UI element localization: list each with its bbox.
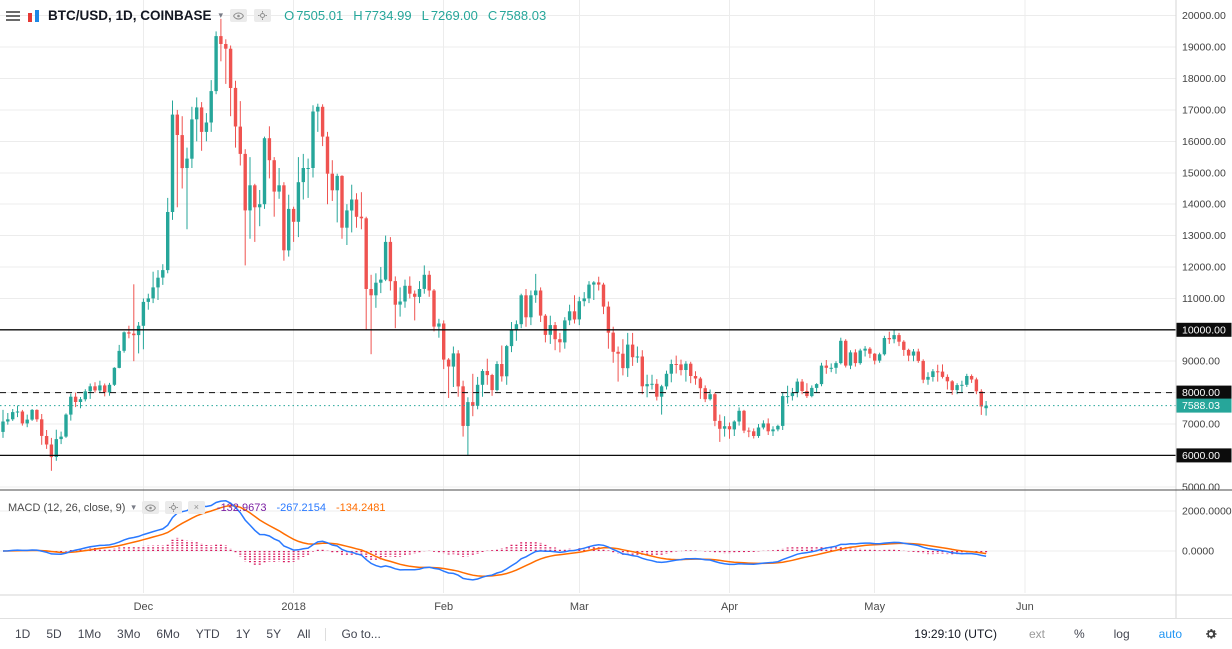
range-3mo-button[interactable]: 3Mo [117,627,141,641]
symbol-legend: BTC/USD, 1D, COINBASE ▾ O 7505.01 H 7734.9… [6,8,546,23]
macd-legend: MACD (12, 26, close, 9) ▾ × -132.9673 -2… [8,501,386,514]
range-5d-button[interactable]: 5D [46,627,62,641]
high-label: H [353,8,363,23]
settings-icon[interactable] [254,9,272,22]
svg-text:7000.00: 7000.00 [1182,419,1220,431]
percent-scale-button[interactable]: % [1073,627,1085,641]
svg-text:Mar: Mar [570,601,589,613]
auto-scale-button[interactable]: auto [1158,627,1182,641]
close-icon[interactable]: × [187,501,205,514]
svg-text:8000.00: 8000.00 [1182,387,1220,399]
svg-text:Feb: Feb [434,601,453,613]
svg-text:14000.00: 14000.00 [1182,199,1226,211]
svg-text:17000.00: 17000.00 [1182,104,1226,116]
open-value: 7505.01 [296,8,344,23]
macd-title[interactable]: MACD (12, 26, close, 9) [8,501,126,514]
svg-text:11000.00: 11000.00 [1182,293,1225,305]
gear-icon[interactable] [1204,627,1218,641]
chevron-down-icon[interactable]: ▾ [131,502,136,512]
clock[interactable]: 19:29:10 (UTC) [914,627,997,641]
symbol-title[interactable]: BTC/USD, 1D, COINBASE [48,8,212,23]
ohlc-readout: O 7505.01 H 7734.99 L 7269.00 C 7588.03 [284,8,546,23]
bottom-toolbar: 1D 5D 1Mo 3Mo 6Mo YTD 1Y 5Y All Go to...… [0,618,1232,649]
high-value: 7734.99 [364,8,412,23]
scale-controls: 19:29:10 (UTC) ext % log auto [914,624,1232,644]
chart-area[interactable]: 5000.006000.007000.008000.009000.0010000… [0,0,1232,618]
svg-text:19000.00: 19000.00 [1182,42,1226,54]
open-label: O [284,8,295,23]
svg-text:18000.00: 18000.00 [1182,73,1226,85]
svg-text:12000.00: 12000.00 [1182,262,1226,274]
range-6mo-button[interactable]: 6Mo [156,627,180,641]
svg-text:2000.0000: 2000.0000 [1182,506,1232,518]
svg-text:15000.00: 15000.00 [1182,167,1226,179]
menu-icon[interactable] [6,10,20,21]
eye-icon[interactable] [141,501,159,514]
settings-icon[interactable] [164,501,182,514]
low-value: 7269.00 [430,8,478,23]
svg-text:Jun: Jun [1016,601,1034,613]
svg-text:7588.03: 7588.03 [1182,400,1220,412]
svg-text:Apr: Apr [721,601,738,613]
low-label: L [421,8,429,23]
svg-text:May: May [864,601,885,613]
price-axis[interactable]: 5000.006000.007000.008000.009000.0010000… [1175,0,1232,618]
range-buttons: 1D 5D 1Mo 3Mo 6Mo YTD 1Y 5Y All Go to... [0,624,388,644]
range-all-button[interactable]: All [297,627,311,641]
range-1mo-button[interactable]: 1Mo [77,627,102,641]
range-5y-button[interactable]: 5Y [266,627,282,641]
macd-signal-value: -134.2481 [336,501,386,514]
candlestick-series [1,18,988,471]
log-scale-button[interactable]: log [1113,627,1130,641]
range-1y-button[interactable]: 1Y [235,627,251,641]
close-value: 7588.03 [499,8,547,23]
svg-text:6000.00: 6000.00 [1182,450,1220,462]
eye-icon[interactable] [230,9,248,22]
range-1d-button[interactable]: 1D [15,627,31,641]
svg-text:13000.00: 13000.00 [1182,230,1226,242]
close-label: C [487,8,498,23]
svg-text:Dec: Dec [134,601,154,613]
macd-values: -132.9673 -267.2154 -134.2481 [217,502,386,514]
time-axis[interactable]: Dec 2018 Feb Mar Apr May Jun [134,601,1034,613]
svg-text:5000.00: 5000.00 [1182,481,1220,493]
svg-text:20000.00: 20000.00 [1182,10,1226,22]
svg-text:2018: 2018 [281,601,305,613]
macd-hist-value: -132.9673 [216,501,267,514]
macd-pane [2,500,988,581]
pane-separators [0,489,1232,596]
range-ytd-button[interactable]: YTD [195,627,220,641]
extended-hours-button[interactable]: ext [1028,627,1045,641]
svg-text:16000.00: 16000.00 [1182,136,1226,148]
svg-text:0.0000: 0.0000 [1182,546,1214,558]
macd-line-value: -267.2154 [276,501,326,514]
price-chart-svg[interactable]: 5000.006000.007000.008000.009000.0010000… [0,0,1232,618]
goto-button[interactable]: Go to... [341,627,381,641]
symbol-logo-icon [27,9,41,23]
svg-text:10000.00: 10000.00 [1182,324,1226,336]
level-lines [0,329,1176,457]
toolbar-divider [325,627,327,641]
svg-text:9000.00: 9000.00 [1182,356,1220,368]
chevron-down-icon[interactable]: ▾ [218,10,224,20]
